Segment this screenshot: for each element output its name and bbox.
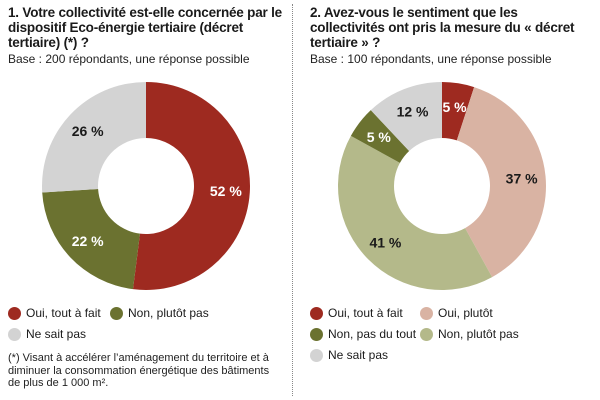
slice-oui-tout-a-fait [442, 82, 475, 141]
slice-label-oui-tout-a-fait: 5 % [442, 99, 467, 115]
legend-item-non-pas-du-tout: Non, pas du tout [310, 327, 416, 341]
legend-label: Ne sait pas [328, 348, 389, 362]
legend-label: Non, plutôt pas [438, 327, 519, 341]
slice-non-plutot-pas [42, 189, 140, 290]
legend-swatch [110, 306, 123, 320]
slice-label-ne-sait-pas: 12 % [397, 104, 429, 120]
panel-divider [292, 4, 293, 396]
slice-label-oui-plutot: 37 % [506, 170, 538, 186]
legend-item-non-plutot-pas: Non, plutôt pas [420, 327, 519, 341]
slice-label-non-plutot-pas: 22 % [72, 233, 104, 249]
chart-1-subtitle: Base : 200 répondants, une réponse possi… [8, 52, 250, 66]
donut-chart-1: 52 % 22 % 26 % [42, 81, 250, 290]
legend-item-oui-tout-a-fait: Oui, tout à fait [310, 306, 403, 320]
chart-1-title: 1. Votre collectivité est-elle concernée… [8, 5, 282, 50]
slice-ne-sait-pas [42, 81, 146, 193]
slice-label-ne-sait-pas: 26 % [72, 123, 104, 139]
legend-swatch [310, 348, 323, 362]
legend-label: Oui, tout à fait [328, 306, 403, 320]
legend-item-non-plutot-pas: Non, plutôt pas [110, 306, 209, 320]
legend-item-ne-sait-pas: Ne sait pas [310, 348, 388, 362]
legend-label: Non, pas du tout [328, 327, 417, 341]
chart-panel-1: 1. Votre collectivité est-elle concernée… [0, 0, 290, 400]
chart-1-footnote: (*) Visant à accélérer l’aménagement du … [8, 352, 270, 389]
legend-swatch [420, 306, 433, 320]
legend-swatch [8, 306, 21, 320]
slice-oui-plutot [456, 87, 546, 278]
donut-chart-2: 5 % 37 % 41 % 5 % 12 % [337, 82, 546, 290]
legend-swatch [420, 327, 433, 341]
chart-2-subtitle: Base : 100 répondants, une réponse possi… [310, 52, 552, 66]
legend-item-ne-sait-pas: Ne sait pas [8, 327, 86, 341]
legend-swatch [8, 327, 21, 341]
slice-label-non-pas-du-tout: 5 % [367, 129, 392, 145]
slice-non-plutot-pas [337, 135, 493, 290]
slice-ne-sait-pas [370, 82, 442, 152]
legend-label: Non, plutôt pas [128, 306, 209, 320]
legend-swatch [310, 327, 323, 341]
legend-label: Oui, tout à fait [26, 306, 101, 320]
slice-non-pas-du-tout [350, 110, 410, 163]
legend-label: Ne sait pas [26, 327, 87, 341]
slice-label-oui-tout-a-fait: 52 % [210, 183, 242, 199]
legend-label: Oui, plutôt [438, 306, 493, 320]
chart-2-title: 2. Avez-vous le sentiment que les collec… [310, 5, 575, 50]
legend-swatch [310, 306, 323, 320]
slice-oui-tout-a-fait [132, 82, 250, 290]
legend-item-oui-tout-a-fait: Oui, tout à fait [8, 306, 101, 320]
legend-item-oui-plutot: Oui, plutôt [420, 306, 493, 320]
chart-panel-2: 2. Avez-vous le sentiment que les collec… [300, 0, 600, 400]
slice-label-non-plutot-pas: 41 % [369, 235, 401, 251]
